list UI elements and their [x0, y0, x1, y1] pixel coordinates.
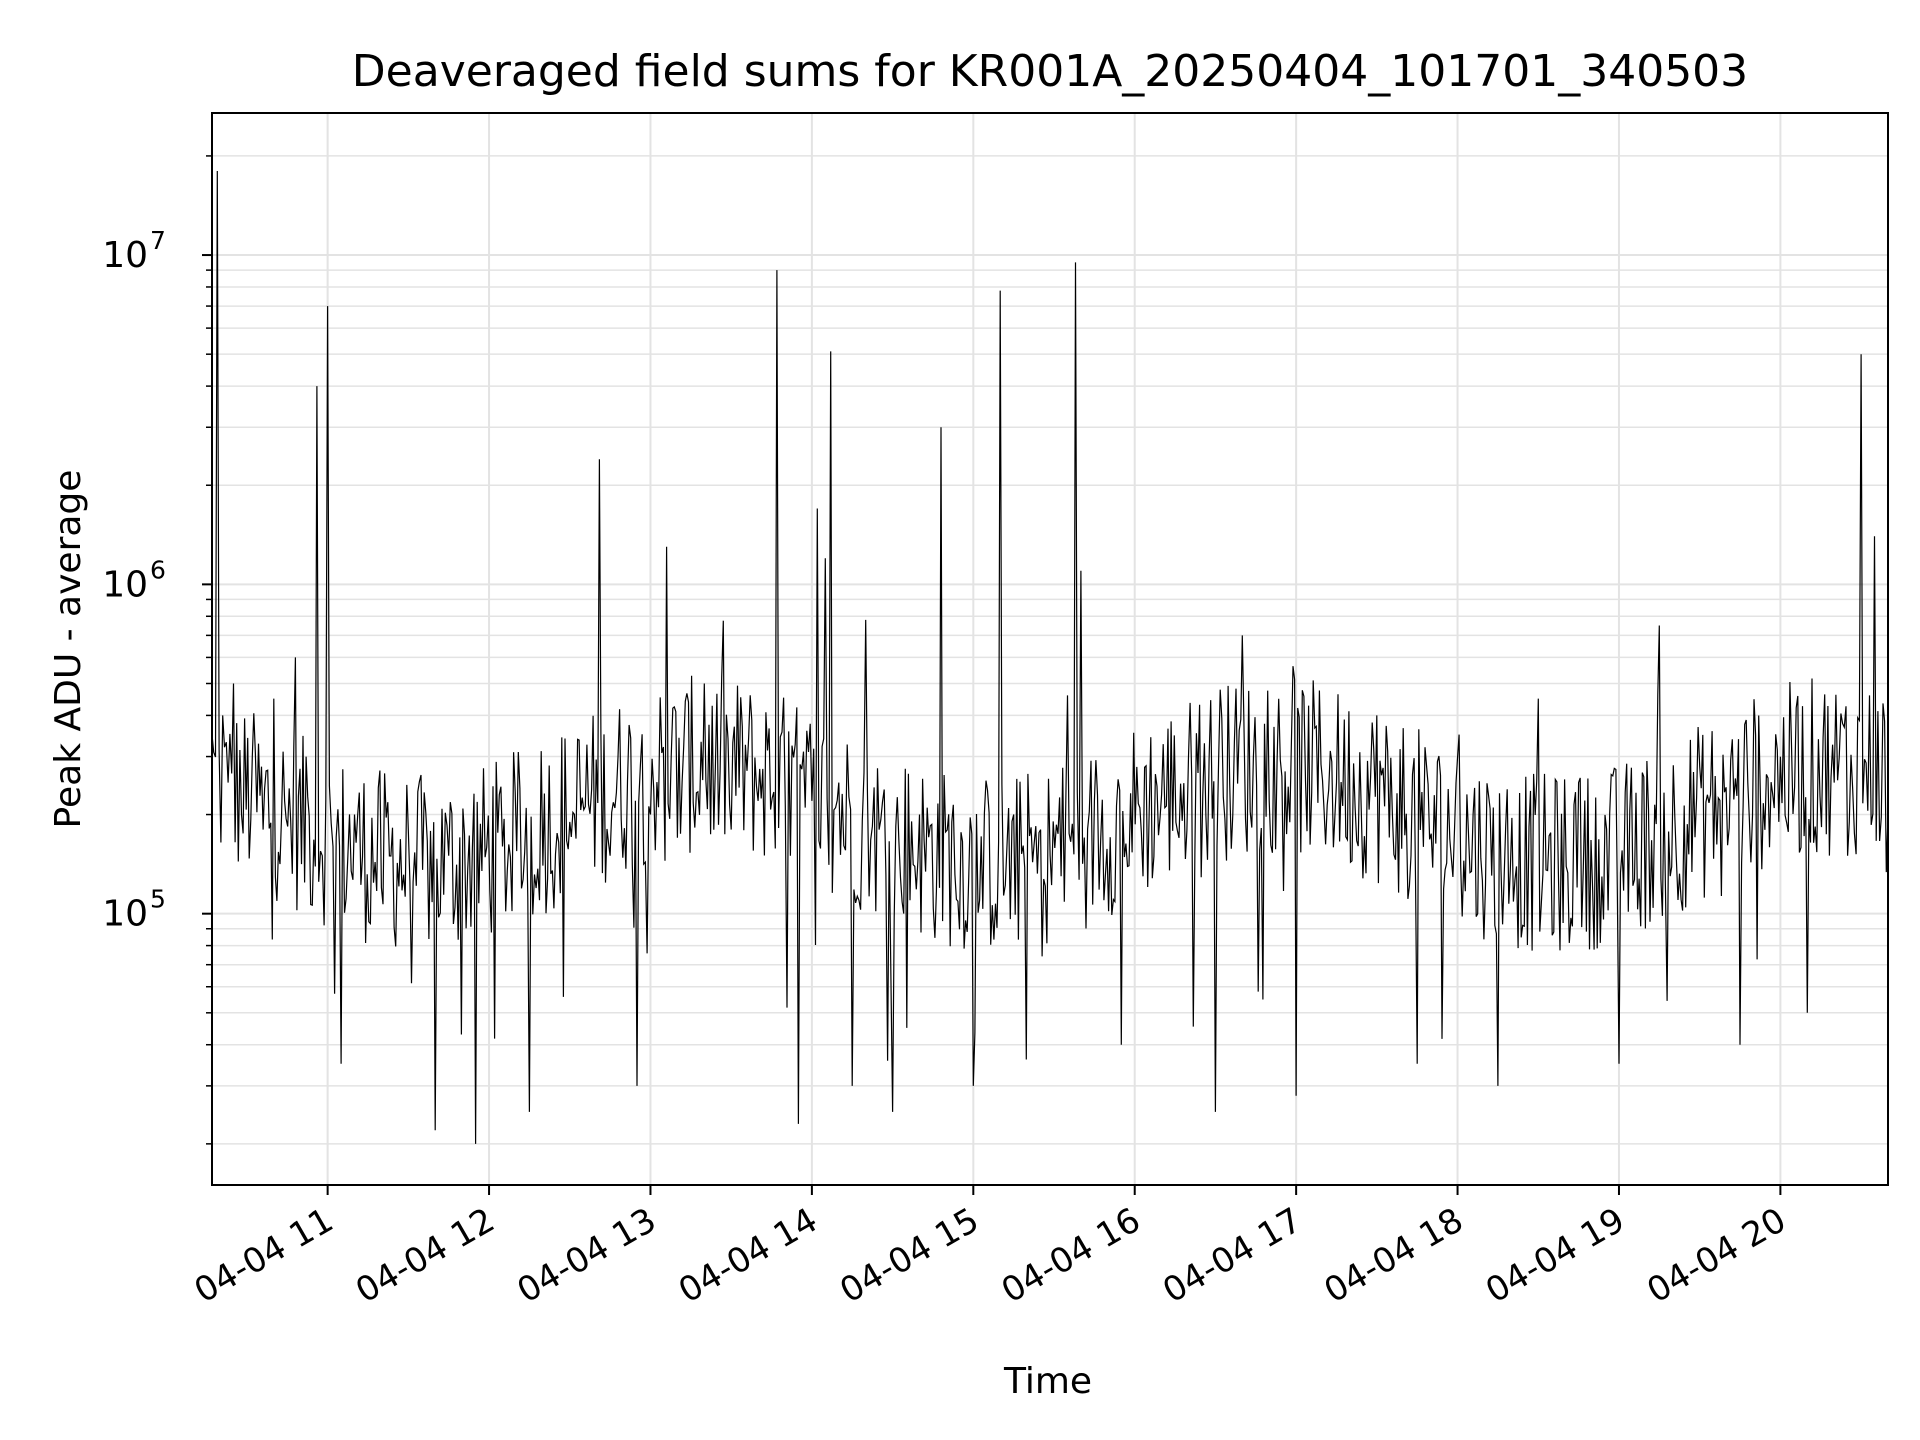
y-tick-label: 10	[102, 564, 148, 605]
y-tick-exponent: 7	[150, 226, 166, 255]
y-axis-label: Peak ADU - average	[48, 470, 89, 829]
y-tick-exponent: 5	[150, 885, 166, 914]
x-axis-label: Time	[1003, 1361, 1092, 1402]
y-tick-exponent: 6	[150, 555, 166, 584]
series-line	[211, 170, 1889, 1144]
y-tick-label: 10	[102, 894, 148, 935]
y-tick-label: 10	[102, 235, 148, 276]
chart-title: Deaveraged field sums for KR001A_2025040…	[352, 46, 1748, 97]
plot-frame	[211, 112, 1889, 1186]
